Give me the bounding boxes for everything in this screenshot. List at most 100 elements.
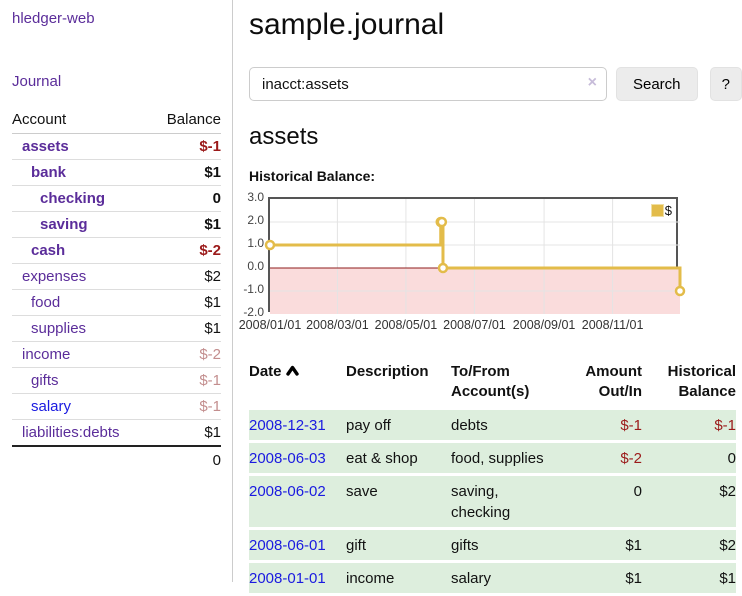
account-balance: $1 xyxy=(150,159,221,186)
balance-chart-svg xyxy=(264,199,686,314)
search-button[interactable]: Search xyxy=(615,67,698,101)
transaction-accounts: salary xyxy=(451,570,492,587)
y-axis-tick-label: -2.0 xyxy=(243,305,264,319)
transaction-date-link[interactable]: 2008-01-01 xyxy=(249,570,326,587)
transaction-amount: $1 xyxy=(625,537,642,554)
account-balance: $1 xyxy=(150,315,221,342)
column-header-amount[interactable]: Amount Out/In xyxy=(585,363,642,400)
account-link-bank[interactable]: bank xyxy=(31,164,67,181)
transaction-amount: $-1 xyxy=(620,417,642,434)
account-link-expenses[interactable]: expenses xyxy=(22,268,87,285)
account-balance: 0 xyxy=(150,185,221,212)
account-link-salary[interactable]: salary xyxy=(31,398,72,415)
transaction-accounts: gifts xyxy=(451,537,479,554)
register-table: Date Description To/From Account(s) Amou… xyxy=(249,362,736,596)
account-balance: $1 xyxy=(150,289,221,316)
clear-search-icon[interactable]: × xyxy=(587,74,597,91)
account-row-expenses: expenses $2 xyxy=(12,263,221,290)
transaction-balance: $2 xyxy=(719,537,736,554)
balance-chart-plot[interactable]: $ xyxy=(264,197,686,314)
transaction-row: 2008-01-01 income salary $1 $1 xyxy=(249,561,736,595)
transaction-date-link[interactable]: 2008-06-02 xyxy=(249,483,326,500)
account-link-cash[interactable]: cash xyxy=(31,242,66,259)
account-link-food[interactable]: food xyxy=(31,294,61,311)
account-row-cash: cash $-2 xyxy=(12,237,221,264)
account-link-gifts[interactable]: gifts xyxy=(31,372,59,389)
transaction-date-link[interactable]: 2008-12-31 xyxy=(249,417,326,434)
search-input-wrap: × xyxy=(249,67,607,101)
account-balance: $1 xyxy=(150,419,221,447)
transaction-row: 2008-12-31 pay off debts $-1 $-1 xyxy=(249,410,736,442)
y-axis-tick-label: 3.0 xyxy=(247,190,264,204)
account-link-income[interactable]: income xyxy=(22,346,71,363)
chart-area: $ 3.0 2.0 1.0 0.0 -1.0 -2.0 2008/01/01 2008/03/… xyxy=(238,190,742,340)
chart-title: Historical Balance: xyxy=(249,168,376,184)
search-input[interactable] xyxy=(249,67,607,101)
transaction-accounts: food, supplies xyxy=(451,450,544,467)
accounts-total-row: 0 xyxy=(12,445,221,474)
sort-asc-icon xyxy=(285,362,299,382)
help-button[interactable]: ? xyxy=(709,67,742,101)
account-link-assets[interactable]: assets xyxy=(22,138,69,155)
page-title: sample.journal xyxy=(249,8,445,41)
account-link-checking[interactable]: checking xyxy=(40,190,106,207)
transaction-description: save xyxy=(346,483,378,500)
x-axis-tick-label: 2008/09/01 xyxy=(512,318,576,332)
transaction-row: 2008-06-01 gift gifts $1 $2 xyxy=(249,528,736,562)
transaction-amount: $-2 xyxy=(620,450,642,467)
account-balance: $-1 xyxy=(150,393,221,420)
accounts-header-balance: Balance xyxy=(150,107,221,134)
sidebar-item-journal[interactable]: Journal xyxy=(12,73,62,90)
sidebar: hledger-web Journal Account Balance asse… xyxy=(0,0,233,582)
column-header-date[interactable]: Date xyxy=(249,362,346,410)
account-link-saving[interactable]: saving xyxy=(40,216,88,233)
transaction-description: gift xyxy=(346,537,367,554)
main-panel: sample.journal × Search ? assets Histori… xyxy=(234,0,742,595)
y-axis-tick-label: 0.0 xyxy=(247,259,264,273)
account-balance: $-2 xyxy=(150,341,221,368)
account-row-saving: saving $1 xyxy=(12,211,221,238)
date-header-label: Date xyxy=(249,363,282,380)
transaction-date-link[interactable]: 2008-06-01 xyxy=(249,537,326,554)
y-axis-tick-label: 1.0 xyxy=(247,236,264,250)
transaction-amount: 0 xyxy=(633,483,642,500)
accounts-total-balance: 0 xyxy=(150,445,221,474)
transaction-balance: $-1 xyxy=(714,417,736,434)
app-title-link[interactable]: hledger-web xyxy=(12,10,95,27)
account-row-supplies: supplies $1 xyxy=(12,315,221,342)
account-balance: $-2 xyxy=(150,237,221,264)
x-axis-tick-label: 2008/11/01 xyxy=(581,318,644,332)
account-row-liabilities-debts: liabilities:debts $1 xyxy=(12,419,221,447)
transaction-amount: $1 xyxy=(625,570,642,587)
account-row-income: income $-2 xyxy=(12,341,221,368)
transaction-accounts: debts xyxy=(451,417,488,434)
account-link-liabilities-debts[interactable]: liabilities:debts xyxy=(22,424,120,441)
account-link-supplies[interactable]: supplies xyxy=(31,320,87,337)
transaction-row: 2008-06-02 save saving, checking 0 $2 xyxy=(249,474,736,529)
account-row-bank: bank $1 xyxy=(12,159,221,186)
transaction-description: pay off xyxy=(346,417,391,434)
account-heading: assets xyxy=(249,123,319,150)
accounts-header-row: Account Balance xyxy=(12,107,221,134)
transaction-balance: 0 xyxy=(727,450,736,467)
y-axis-tick-label: 2.0 xyxy=(247,213,264,227)
transaction-accounts: saving, checking xyxy=(451,483,511,521)
y-axis-tick-label: -1.0 xyxy=(243,282,264,296)
x-axis-tick-label: 2008/01/01 xyxy=(238,318,302,332)
column-header-balance[interactable]: Historical Balance xyxy=(667,363,736,400)
x-axis-tick-label: 2008/05/01 xyxy=(374,318,438,332)
column-header-accounts[interactable]: To/From Account(s) xyxy=(451,363,530,400)
transaction-description: eat & shop xyxy=(346,450,418,467)
accounts-header-account: Account xyxy=(12,107,151,134)
transaction-date-link[interactable]: 2008-06-03 xyxy=(249,450,326,467)
accounts-table: Account Balance assets $-1 bank $1 check… xyxy=(12,107,221,474)
account-balance: $-1 xyxy=(150,133,221,160)
transaction-balance: $1 xyxy=(719,570,736,587)
account-balance: $-1 xyxy=(150,367,221,394)
account-row-food: food $1 xyxy=(12,289,221,316)
register-header-row: Date Description To/From Account(s) Amou… xyxy=(249,362,736,410)
x-axis-tick-label: 2008/07/01 xyxy=(443,318,506,332)
account-balance: $1 xyxy=(150,211,221,238)
column-header-description[interactable]: Description xyxy=(346,363,429,380)
legend-swatch xyxy=(650,204,664,217)
